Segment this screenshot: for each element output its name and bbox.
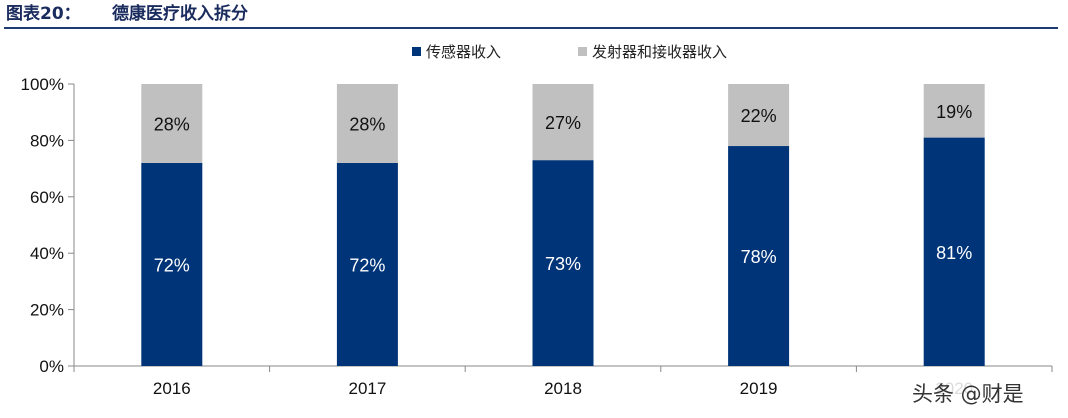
bar-sensor-2016	[141, 162, 203, 366]
bar-sensor-2019	[728, 146, 790, 366]
figure-label: 图表20：	[6, 3, 81, 24]
x-tick-label-2016: 2016	[153, 379, 191, 398]
legend: 传感器收入 发射器和接收器收入	[412, 43, 727, 61]
bar-transmitter-2020	[923, 84, 985, 138]
bar-transmitter-2018	[532, 84, 594, 161]
data-label-transmitter-2017: 28%	[349, 114, 385, 134]
legend-label-transmitter: 发射器和接收器收入	[592, 43, 727, 61]
y-tick-label: 20%	[30, 301, 64, 320]
x-tick-label-2019: 2019	[740, 379, 778, 398]
y-ticks: 0% 20% 40% 60% 80% 100%	[21, 75, 74, 376]
bar-transmitter-2019	[728, 84, 790, 147]
data-label-sensor-2018: 73%	[545, 254, 581, 274]
watermark: 头条 @财是	[912, 382, 1024, 406]
data-label-transmitter-2016: 28%	[154, 114, 190, 134]
y-tick-label: 80%	[30, 131, 64, 150]
figure-title: 德康医疗收入拆分	[112, 3, 248, 24]
legend-swatch-transmitter	[578, 47, 587, 56]
bar-sensor-2018	[532, 160, 594, 366]
bars: 72% 28% 72% 28% 73% 27% 78% 22% 81% 19%	[141, 84, 985, 366]
legend-swatch-sensor	[412, 47, 421, 56]
y-tick-label: 60%	[30, 188, 64, 207]
legend-label-sensor: 传感器收入	[426, 43, 501, 61]
bar-transmitter-2016	[141, 84, 203, 163]
data-label-transmitter-2019: 22%	[741, 106, 777, 126]
y-tick-label: 100%	[21, 75, 64, 94]
y-tick-label: 0%	[39, 357, 64, 376]
x-tick-label-2017: 2017	[348, 379, 386, 398]
x-tick-label-2018: 2018	[544, 379, 582, 398]
y-tick-label: 40%	[30, 244, 64, 263]
data-label-sensor-2016: 72%	[154, 255, 190, 275]
data-label-sensor-2017: 72%	[349, 255, 385, 275]
data-label-transmitter-2020: 19%	[936, 102, 972, 122]
data-label-transmitter-2018: 27%	[545, 113, 581, 133]
bar-transmitter-2017	[336, 84, 398, 163]
watermark-backdrop	[905, 372, 1060, 414]
data-label-sensor-2019: 78%	[741, 247, 777, 267]
bar-sensor-2020	[923, 137, 985, 366]
bar-sensor-2017	[336, 162, 398, 366]
data-label-sensor-2020: 81%	[936, 243, 972, 263]
